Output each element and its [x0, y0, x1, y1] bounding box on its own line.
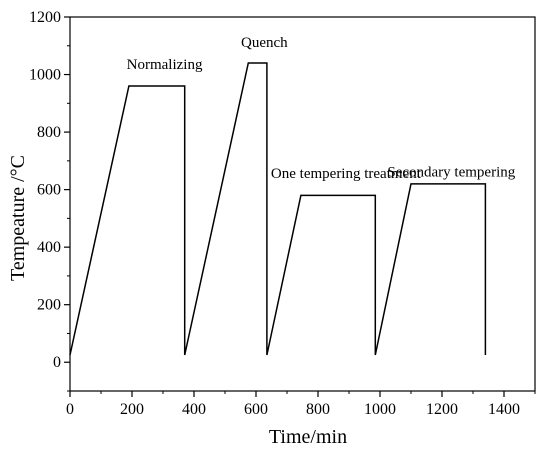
y-tick-label: 0	[53, 354, 61, 371]
y-tick-label: 1000	[29, 67, 61, 84]
annotation-label: Quench	[241, 35, 288, 51]
x-tick-label: 600	[244, 401, 268, 418]
x-tick-label: 1400	[488, 401, 520, 418]
y-tick-label: 800	[37, 124, 61, 141]
x-tick-label: 400	[182, 401, 206, 418]
x-tick-label: 200	[120, 401, 144, 418]
ticks	[64, 16, 536, 397]
temperature-line	[69, 62, 487, 356]
annotation-label: One tempering treatment	[271, 166, 422, 182]
annotations: Normalizing Quench One tempering treatment…	[127, 35, 516, 182]
x-tick-label: 1200	[426, 401, 458, 418]
tick-labels: 0 200 400 600 800 1000 1200 1400 0 200 400 600 800 10…	[29, 9, 520, 418]
y-tick-label: 600	[37, 182, 61, 199]
plot-frame	[69, 16, 536, 392]
y-axis-title: Tempeature /°C	[7, 155, 29, 281]
y-tick-label: 1200	[29, 9, 61, 26]
y-tick-label: 400	[37, 239, 61, 256]
x-axis-title: Time/min	[269, 426, 347, 448]
x-tick-label: 0	[66, 401, 74, 418]
annotation-label: Secondary tempering	[387, 165, 515, 181]
series	[69, 62, 487, 356]
x-tick-label: 1000	[364, 401, 396, 418]
axes	[69, 16, 536, 392]
y-tick-label: 200	[37, 297, 61, 314]
x-tick-label: 800	[306, 401, 330, 418]
annotation-label: Normalizing	[127, 57, 203, 73]
